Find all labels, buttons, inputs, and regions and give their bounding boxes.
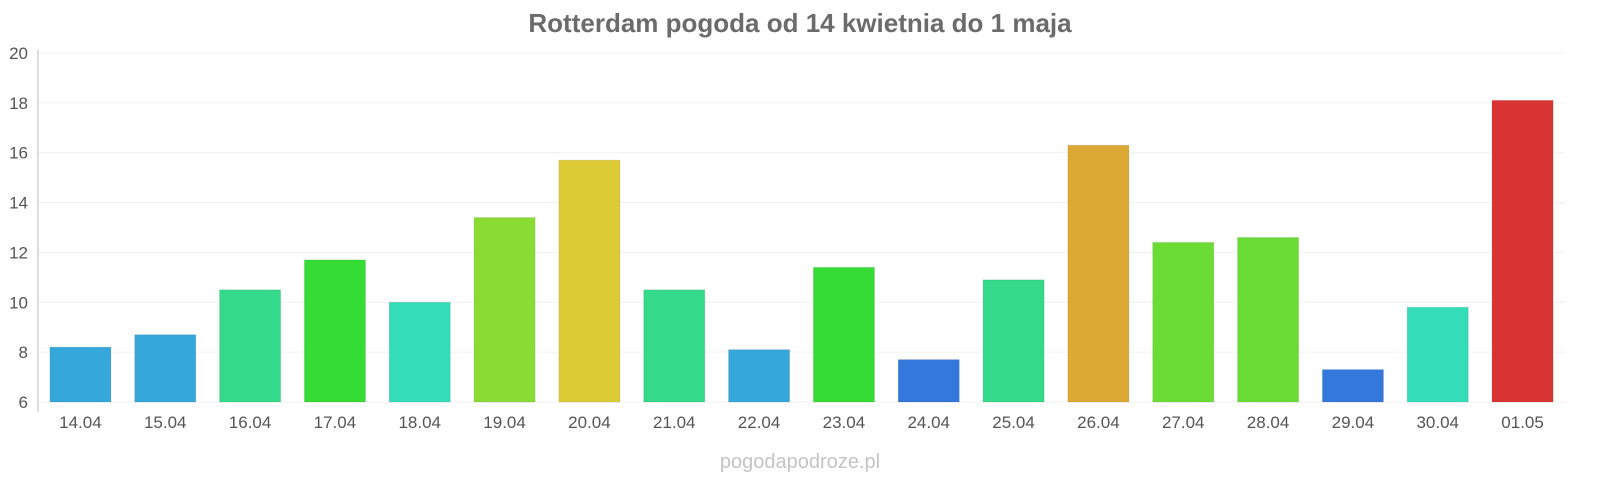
y-tick-label: 6 bbox=[19, 393, 28, 412]
bar-27.04 bbox=[1152, 241, 1215, 403]
bar-25.04 bbox=[982, 279, 1045, 403]
bar-20.04 bbox=[558, 159, 621, 403]
bar-14.04 bbox=[49, 346, 112, 403]
bar-24.04 bbox=[897, 359, 960, 403]
x-tick-label: 01.05 bbox=[1501, 413, 1544, 432]
y-tick-label: 8 bbox=[19, 343, 28, 362]
bar-15.04 bbox=[134, 334, 197, 403]
bar-30.04 bbox=[1406, 306, 1469, 403]
bar-29.04 bbox=[1321, 369, 1384, 403]
gridlines bbox=[38, 52, 1565, 403]
x-tick-label: 25.04 bbox=[992, 413, 1035, 432]
x-tick-label: 15.04 bbox=[144, 413, 187, 432]
watermark-text: pogodapodroze.pl bbox=[720, 451, 880, 473]
y-tick-label: 16 bbox=[9, 144, 28, 163]
y-tick-label: 10 bbox=[9, 293, 28, 312]
x-tick-label: 29.04 bbox=[1332, 413, 1375, 432]
bar-23.04 bbox=[812, 266, 875, 403]
x-tick-label: 26.04 bbox=[1077, 413, 1120, 432]
x-axis-ticks: 14.04 15.04 16.04 17.04 18.04 19.04 20.04 21.04… bbox=[59, 413, 1544, 432]
y-tick-label: 20 bbox=[9, 44, 28, 63]
y-tick-label: 18 bbox=[9, 94, 28, 113]
x-tick-label: 30.04 bbox=[1416, 413, 1459, 432]
bar-01.05 bbox=[1491, 99, 1554, 403]
bar-22.04 bbox=[728, 349, 791, 403]
bar-19.04 bbox=[473, 217, 536, 403]
x-tick-label: 18.04 bbox=[398, 413, 441, 432]
x-tick-label: 27.04 bbox=[1162, 413, 1205, 432]
x-tick-label: 17.04 bbox=[314, 413, 357, 432]
x-tick-label: 19.04 bbox=[483, 413, 526, 432]
bars bbox=[49, 99, 1554, 403]
x-tick-label: 28.04 bbox=[1247, 413, 1290, 432]
chart-title: Rotterdam pogoda od 14 kwietnia do 1 maj… bbox=[528, 8, 1072, 38]
x-tick-label: 20.04 bbox=[568, 413, 611, 432]
bar-21.04 bbox=[643, 289, 706, 403]
bar-18.04 bbox=[388, 301, 451, 403]
y-tick-label: 12 bbox=[9, 243, 28, 262]
bar-26.04 bbox=[1067, 144, 1130, 403]
bar-17.04 bbox=[303, 259, 366, 403]
x-tick-label: 14.04 bbox=[59, 413, 102, 432]
y-axis-ticks: 6 8 10 12 14 16 18 20 bbox=[9, 44, 28, 412]
x-tick-label: 23.04 bbox=[823, 413, 866, 432]
bar-28.04 bbox=[1237, 236, 1300, 403]
bar-16.04 bbox=[219, 289, 282, 403]
x-tick-label: 22.04 bbox=[738, 413, 781, 432]
x-tick-label: 21.04 bbox=[653, 413, 696, 432]
y-tick-label: 14 bbox=[9, 194, 28, 213]
x-tick-label: 16.04 bbox=[229, 413, 272, 432]
x-tick-label: 24.04 bbox=[907, 413, 950, 432]
